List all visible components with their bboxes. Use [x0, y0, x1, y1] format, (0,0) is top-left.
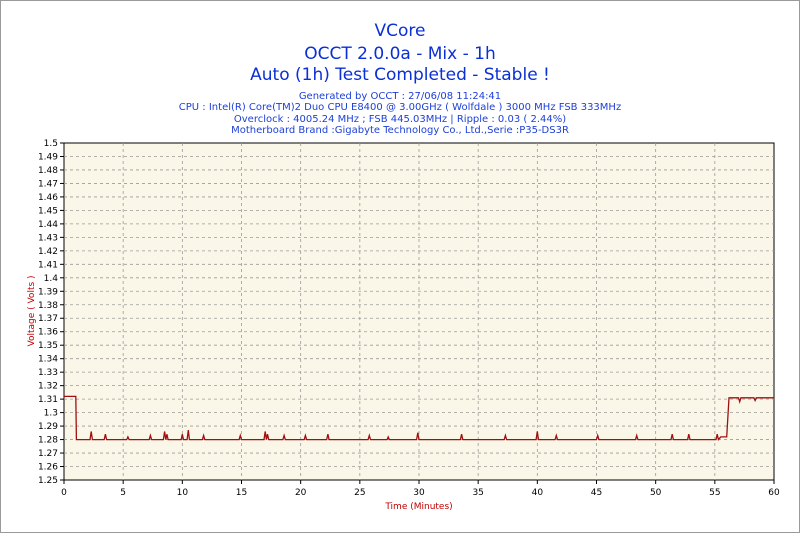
y-tick-label: 1.3 — [44, 409, 58, 419]
x-tick-label: 35 — [472, 488, 483, 498]
x-tick-label: 40 — [532, 488, 544, 498]
y-tick-label: 1.34 — [38, 355, 58, 365]
y-tick-label: 1.28 — [38, 436, 58, 446]
info-cpu: CPU : Intel(R) Core(TM)2 Duo CPU E8400 @… — [178, 102, 622, 113]
y-tick-label: 1.27 — [38, 449, 58, 459]
x-axis: 0 5 10 15 20 25 30 35 40 45 50 55 60 — [61, 480, 780, 498]
x-tick-label: 30 — [413, 488, 425, 498]
y-tick-label: 1.47 — [38, 179, 58, 189]
x-axis-label: Time (Minutes) — [384, 502, 452, 512]
y-tick-label: 1.37 — [38, 314, 58, 324]
y-tick-label: 1.41 — [38, 260, 58, 270]
y-tick-label: 1.35 — [38, 341, 58, 351]
info-generated: Generated by OCCT : 27/06/08 11:24:41 — [298, 91, 502, 102]
vcore-series-line — [64, 395, 774, 441]
y-tick-label: 1.44 — [38, 220, 58, 230]
y-tick-label: 1.43 — [38, 233, 58, 243]
y-tick-label: 1.26 — [38, 463, 58, 473]
x-tick-label: 15 — [236, 488, 247, 498]
y-tick-label: 1.45 — [38, 206, 58, 216]
y-tick-label: 1.29 — [38, 422, 58, 432]
x-tick-label: 5 — [120, 488, 126, 498]
x-tick-label: 10 — [177, 488, 189, 498]
x-tick-label: 50 — [650, 488, 662, 498]
y-tick-label: 1.33 — [38, 368, 58, 378]
y-tick-label: 1.38 — [38, 301, 58, 311]
chart-status: Auto (1h) Test Completed - Stable ! — [250, 65, 550, 85]
x-tick-label: 20 — [295, 488, 307, 498]
y-tick-label: 1.36 — [38, 328, 58, 338]
y-tick-label: 1.49 — [38, 152, 58, 162]
x-tick-label: 55 — [709, 488, 720, 498]
y-tick-label: 1.39 — [38, 287, 58, 297]
y-tick-label: 1.42 — [38, 247, 58, 257]
y-tick-label: 1.5 — [44, 139, 58, 149]
chart-title: VCore — [374, 21, 426, 41]
y-axis-label: Voltage ( Volts ) — [27, 275, 37, 346]
y-tick-label: 1.4 — [44, 274, 59, 284]
info-motherboard: Motherboard Brand :Gigabyte Technology C… — [231, 125, 569, 136]
y-tick-label: 1.32 — [38, 382, 58, 392]
y-tick-label: 1.25 — [38, 476, 58, 486]
x-tick-label: 0 — [61, 488, 67, 498]
x-tick-label: 60 — [768, 488, 780, 498]
info-overclock: Overclock : 4005.24 MHz ; FSB 445.03MHz … — [233, 114, 567, 125]
y-tick-label: 1.48 — [38, 166, 58, 176]
y-tick-label: 1.31 — [38, 395, 58, 405]
y-tick-label: 1.46 — [38, 193, 58, 203]
x-tick-label: 45 — [591, 488, 602, 498]
x-tick-label: 25 — [354, 488, 365, 498]
y-axis: 1.25 1.26 1.27 1.28 1.29 1.3 1.31 1.32 1.33 1.34 1… — [38, 139, 64, 486]
chart-subtitle: OCCT 2.0.0a - Mix - 1h — [304, 44, 496, 64]
